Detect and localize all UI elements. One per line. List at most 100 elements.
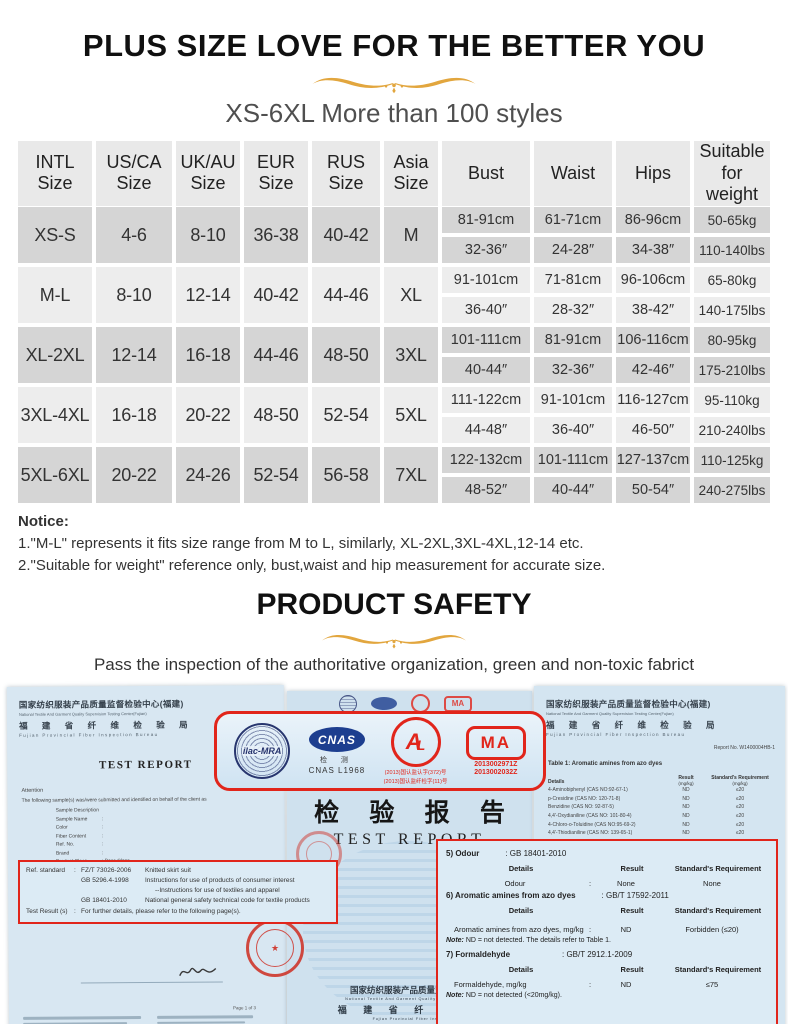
size-row-xl-2xl: XL-2XL 12-14 16-18 44-46 48-50 3XL 101-1…: [18, 327, 788, 383]
azo-result-row: Aromatic amines from azo dyes, mg/kg: ND F…: [454, 925, 739, 935]
intro-line: The following sample(s) was/were submitt…: [21, 796, 207, 805]
table1-title: Table 1: Aromatic amines from azo dyes: [548, 761, 663, 768]
cell-uk: 20-22: [176, 387, 240, 443]
cell-hips: 96-106cm 38-42″: [616, 267, 690, 323]
cell-rus: 40-42: [312, 207, 380, 263]
report-number: Report No. W1400004HB-1: [713, 745, 775, 752]
cell-intl: 3XL-4XL: [18, 387, 92, 443]
cell-bust: 81-91cm 32-36″: [442, 207, 530, 263]
azo-section-title: 6) Aromatic amines from azo dyes: GB/T 1…: [446, 891, 669, 901]
chem-row: 4-Aminobiphenyl (CAS NO:92-67-1) ND ≤20: [548, 787, 745, 794]
cell-bust: 111-122cm 44-48″: [442, 387, 530, 443]
cma-icon: MA: [465, 726, 526, 761]
cell-bust: 122-132cm 48-52″: [442, 447, 530, 503]
certificate-footer: 国家纺织服装产品质量监督检验 National Textile And Garm…: [337, 985, 482, 1022]
signature-line: [80, 981, 223, 984]
cell-eur: 44-46: [244, 327, 308, 383]
cell-uk: 8-10: [176, 207, 240, 263]
cell-intl: XS-S: [18, 207, 92, 263]
cma-icon: MA: [444, 695, 472, 712]
address-text-placeholder: [23, 1016, 142, 1024]
reference-standards-box: Ref. standard: FZ/T 73026-2006 Knitted sk…: [18, 860, 338, 925]
cell-hips: 106-116cm 42-46″: [616, 327, 690, 383]
cell-asia: 7XL: [384, 447, 438, 503]
cell-us: 16-18: [96, 387, 172, 443]
cell-uk: 12-14: [176, 267, 240, 323]
notice-line-2: 2."Suitable for weight" reference only, …: [18, 556, 606, 574]
certificates-section: 国家纺织服装产品质量监督检验中心(福建) National Textile An…: [0, 683, 788, 1024]
col-header-intl-size: INTL Size: [18, 141, 92, 206]
notice-block: Notice: 1."M-L" represents it fits size …: [18, 511, 770, 576]
cell-us: 8-10: [96, 267, 172, 323]
formaldehyde-result-row: Formaldehyde, mg/kg: ND ≤75: [454, 980, 719, 990]
cma-logo-group: MA 2013002971Z 2013002032Z: [465, 726, 526, 776]
col-header-rus-size: RUS Size: [312, 141, 380, 206]
size-row-m-l: M-L 8-10 12-14 40-42 44-46 XL 91-101cm 36…: [18, 267, 788, 323]
odour-section-title: 5) Odour: GB 18401-2010: [446, 849, 567, 859]
cell-weight: 65-80kg 140-175lbs: [694, 267, 770, 323]
cnas-icon: CNAS: [308, 727, 365, 753]
address-text-placeholder: [157, 1015, 254, 1024]
details-header-row: Details Result Standard's Requirement: [508, 906, 762, 916]
size-table-header-row: INTL Size US/CA Size UK/AU Size EUR Size RUS…: [18, 141, 788, 206]
cell-us: 4-6: [96, 207, 172, 263]
size-row-3xl-4xl: 3XL-4XL 16-18 20-22 48-50 52-54 5XL 111-…: [18, 387, 788, 443]
ref-standard-line: --Instructions for use of textiles and a…: [155, 887, 280, 895]
azo-note: Note: ND = not detected. The details ref…: [446, 937, 611, 945]
ref-standard-line: GB 5296.4-1998 Instructions for use of pr…: [81, 877, 295, 885]
cell-waist: 81-91cm 32-36″: [534, 327, 612, 383]
page-title: PLUS SIZE LOVE FOR THE BETTER YOU: [82, 28, 706, 63]
formaldehyde-section-title: 7) Formaldehyde: GB/T 2912.1-2009: [446, 950, 633, 960]
cell-bust: 101-111cm 40-44″: [442, 327, 530, 383]
cell-bust: 91-101cm 36-40″: [442, 267, 530, 323]
cell-eur: 48-50: [244, 387, 308, 443]
cell-hips: 116-127cm 46-50″: [616, 387, 690, 443]
cell-eur: 40-42: [244, 267, 308, 323]
org-name-cn: 国家纺织服装产品质量监督检验中心(福建): [18, 698, 184, 711]
ilac-mra-logo-group: ilac-MRA: [234, 723, 291, 780]
cell-waist: 101-111cm 40-44″: [534, 447, 612, 503]
chem-row: 4-Chloro-o-Toluidine (CAS NO:95-69-2) ND ≤…: [548, 821, 745, 828]
safety-subtitle: Pass the inspection of the authoritative…: [93, 655, 695, 675]
chem-row: p-Cresidine (CAS NO: 120-71-8) ND ≤20: [548, 795, 745, 802]
notice-label: Notice:: [18, 513, 69, 530]
cell-us: 20-22: [96, 447, 172, 503]
odour-result-row: Odour: None None: [504, 879, 721, 889]
cell-asia: XL: [384, 267, 438, 323]
chem-table-header: Details Result (mg/kg) Standard's Require…: [548, 775, 769, 787]
cell-asia: 3XL: [384, 327, 438, 383]
cell-uk: 24-26: [176, 447, 240, 503]
cell-asia: 5XL: [384, 387, 438, 443]
org-name-en: National Textile And Garment Quality Sup…: [546, 711, 674, 717]
page-subtitle: XS-6XL More than 100 styles: [225, 98, 563, 128]
cnas-icon: [371, 697, 397, 711]
gold-flourish-icon: [312, 77, 476, 94]
cell-intl: 5XL-6XL: [18, 447, 92, 503]
col-header-eur-size: EUR Size: [244, 141, 308, 206]
size-row-xs-s: XS-S 4-6 8-10 36-38 40-42 M 81-91cm 32-36…: [18, 207, 788, 263]
cell-rus: 44-46: [312, 267, 380, 323]
col-header-waist: Waist: [534, 141, 612, 206]
cell-eur: 36-38: [244, 207, 308, 263]
chem-row: 4,4'-Thiodianiline (CAS NO: 139-65-1) ND ≤…: [548, 830, 745, 837]
cell-intl: M-L: [18, 267, 92, 323]
details-header-row: Details Result Standard's Requirement: [508, 864, 762, 874]
bureau-name-cn: 福 建 省 纤 维 检 验 局: [546, 720, 721, 731]
cell-us: 12-14: [96, 327, 172, 383]
org-name-cn: 国家纺织服装产品质量监督检验中心(福建): [546, 699, 711, 710]
cell-intl: XL-2XL: [18, 327, 92, 383]
cell-uk: 16-18: [176, 327, 240, 383]
bureau-name-en: Fujian Provincial Fiber Inspection Burea…: [546, 732, 686, 738]
cell-rus: 52-54: [312, 387, 380, 443]
page-number: Page 1 of 3: [233, 1005, 257, 1011]
size-chart-table: INTL Size US/CA Size UK/AU Size EUR Size RUS…: [0, 141, 788, 503]
cell-hips: 127-137cm 50-54″: [616, 447, 690, 503]
cell-weight: 80-95kg 175-210lbs: [694, 327, 770, 383]
cell-weight: 110-125kg 240-275lbs: [694, 447, 770, 503]
col-header-weight: Suitable for weight: [694, 141, 770, 206]
cell-weight: 95-110kg 210-240lbs: [694, 387, 770, 443]
col-header-bust: Bust: [442, 141, 530, 206]
